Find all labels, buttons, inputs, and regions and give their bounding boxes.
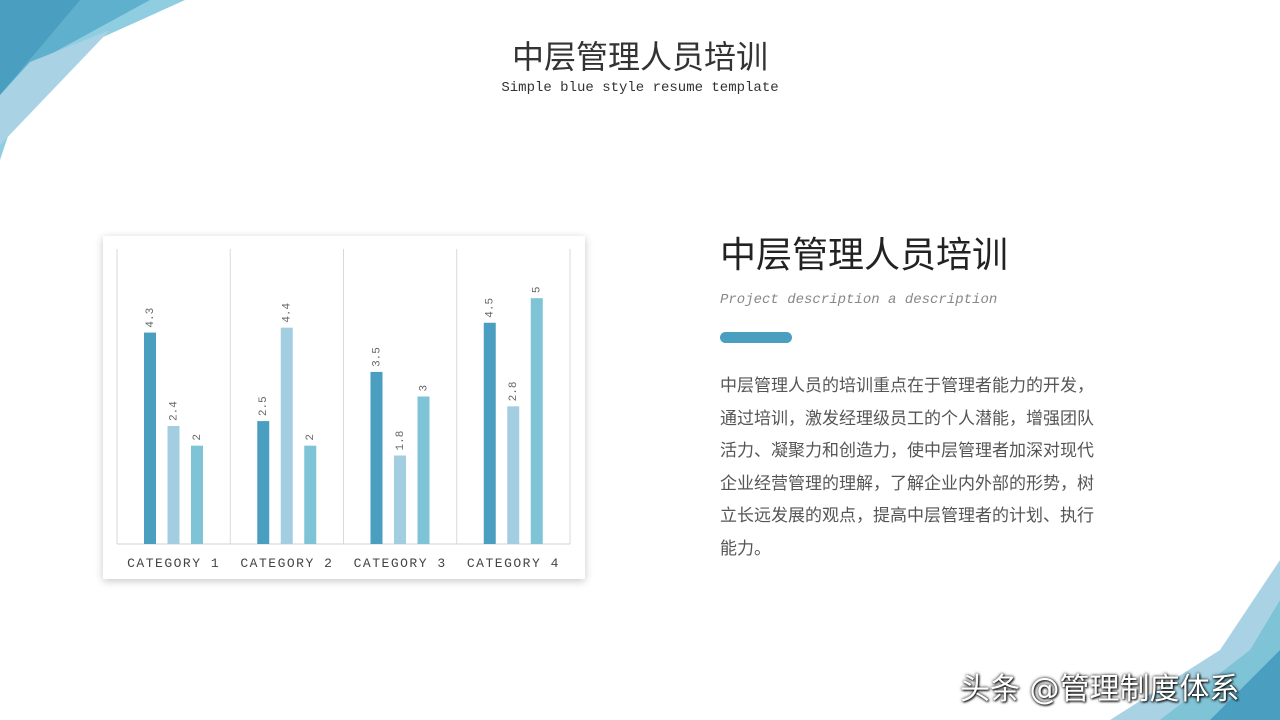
data-label: 2.8 (508, 382, 520, 402)
bar (370, 371, 383, 544)
bar (507, 406, 520, 544)
body-text: 中层管理人员的培训重点在于管理者能力的开发，通过培训，激发经理级员工的个人潜能，… (720, 376, 1094, 559)
bar (394, 455, 406, 544)
data-label: 1.8 (395, 431, 407, 451)
bar (483, 322, 496, 544)
bar (280, 327, 293, 544)
data-label: 4.5 (485, 298, 497, 318)
category-label: CATEGORY 4 (467, 556, 560, 571)
page-title: 中层管理人员培训 (511, 38, 768, 76)
section-heading: 中层管理人员培训 (720, 235, 1009, 276)
data-label: 2.4 (168, 401, 180, 421)
bar-chart: CATEGORY 1 4.3 2.4 2 CATEGORY 2 2.5 4.4 2 CATEGO… (116, 249, 571, 571)
bar (530, 298, 543, 544)
bar (417, 396, 430, 544)
data-label: 3 (418, 385, 430, 392)
section-description: Project description a description (720, 292, 998, 308)
category-label: CATEGORY 1 (127, 556, 220, 571)
corner-decoration-bottom-right (1110, 560, 1280, 720)
data-label: 4.3 (145, 308, 157, 328)
page-subtitle: Simple blue style resume template (501, 80, 779, 96)
data-label: 5 (532, 287, 544, 294)
chart-card: CATEGORY 1 4.3 2.4 2 CATEGORY 2 2.5 4.4 2 CATEGO… (103, 236, 585, 579)
watermark: 头条 @管理制度体系 (960, 672, 1240, 707)
data-label: 2 (305, 434, 317, 441)
bar (191, 445, 203, 544)
bar (144, 332, 156, 544)
data-label: 3.5 (371, 347, 383, 367)
category-label: CATEGORY 3 (354, 556, 447, 571)
bar (257, 421, 270, 544)
bar (304, 445, 317, 544)
bar (167, 426, 180, 544)
corner-decoration-top-left (0, 0, 185, 160)
category-label: CATEGORY 2 (240, 556, 333, 571)
data-label: 2 (192, 434, 204, 441)
accent-bar (720, 332, 792, 343)
data-label: 4.4 (282, 302, 294, 322)
data-label: 2.5 (258, 396, 270, 416)
